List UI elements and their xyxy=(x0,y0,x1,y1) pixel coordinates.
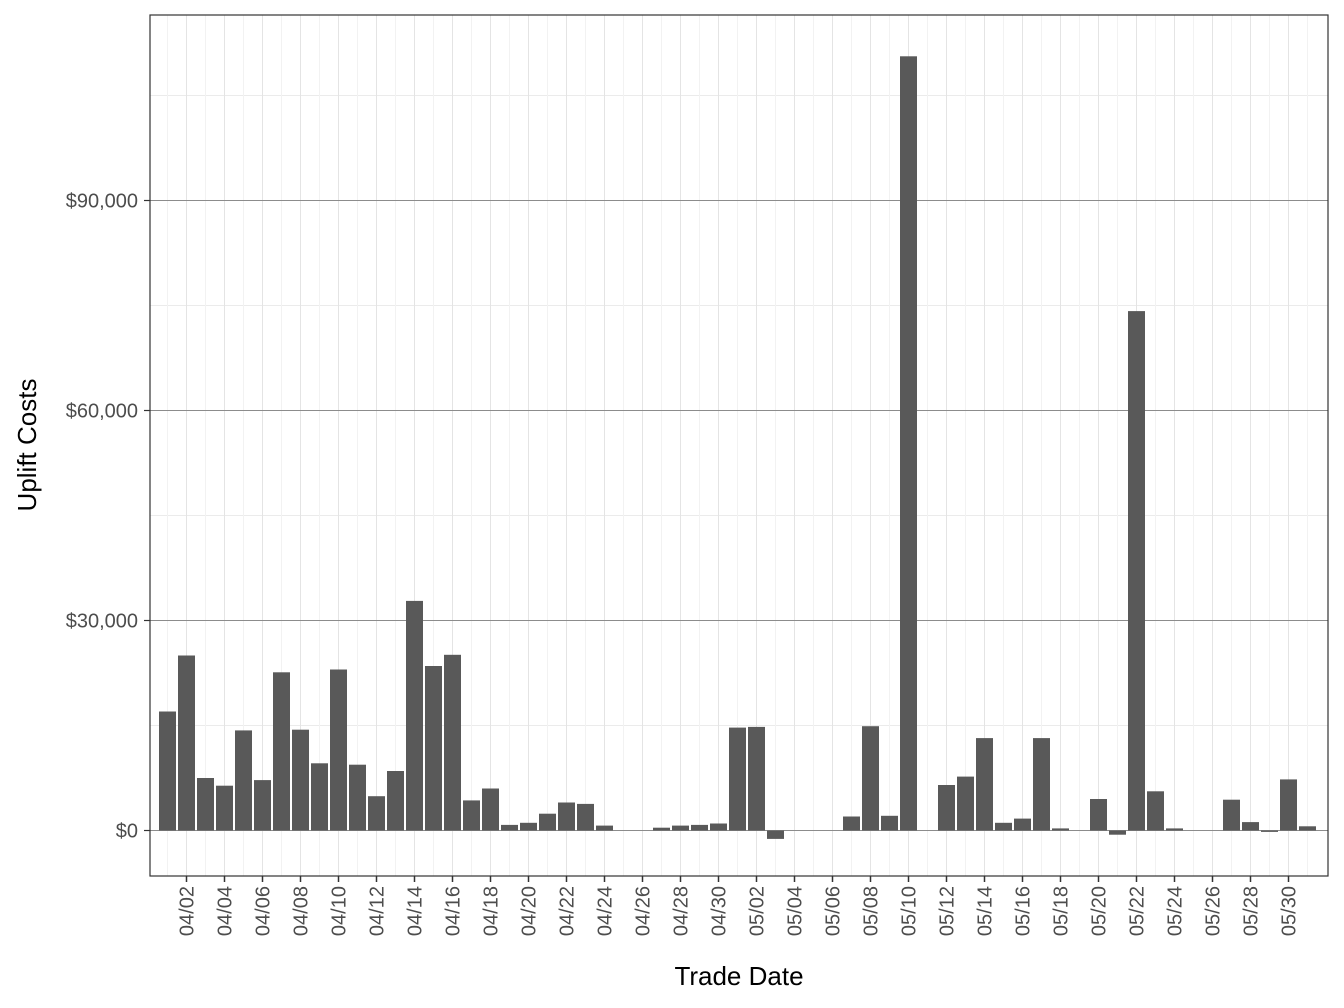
bar xyxy=(501,824,518,831)
bar xyxy=(235,730,252,831)
bar xyxy=(444,654,461,831)
bar xyxy=(767,830,784,839)
bar xyxy=(748,726,765,831)
y-tick-label: $30,000 xyxy=(66,611,138,633)
x-tick-label: 05/24 xyxy=(1165,886,1187,936)
x-tick-label: 05/28 xyxy=(1241,886,1263,936)
x-tick-label: 04/10 xyxy=(329,886,351,936)
bar xyxy=(330,669,347,831)
bar xyxy=(1147,791,1164,831)
bar xyxy=(1223,799,1240,831)
bar xyxy=(482,788,499,831)
x-tick-label: 04/22 xyxy=(557,886,579,936)
x-tick-label: 04/26 xyxy=(633,886,655,936)
bar xyxy=(596,825,613,831)
y-tick-label: $90,000 xyxy=(66,191,138,213)
bar xyxy=(710,823,727,831)
x-axis: 04/02 04/04 04/06 04/08 04/10 04/12 04/14 04/16… xyxy=(177,876,1301,936)
x-tick-label: 05/30 xyxy=(1279,886,1301,936)
bar xyxy=(729,727,746,831)
bar xyxy=(349,764,366,831)
x-tick-label: 05/16 xyxy=(1013,886,1035,936)
bar xyxy=(957,776,974,831)
x-tick-label: 05/26 xyxy=(1203,886,1225,936)
x-tick-label: 05/18 xyxy=(1051,886,1073,936)
bar xyxy=(387,771,404,831)
bar xyxy=(1242,822,1259,831)
bar xyxy=(178,655,195,831)
x-tick-label: 04/08 xyxy=(291,886,313,936)
bar xyxy=(1299,826,1316,831)
bar xyxy=(406,600,423,831)
y-axis-title: Uplift Costs xyxy=(12,379,42,512)
x-tick-label: 05/10 xyxy=(899,886,921,936)
bar xyxy=(938,785,955,831)
bar xyxy=(197,778,214,831)
bar xyxy=(1033,738,1050,831)
x-axis-title: Trade Date xyxy=(674,961,803,991)
bar xyxy=(995,822,1012,831)
bar xyxy=(976,738,993,831)
bar xyxy=(1166,828,1183,831)
bar xyxy=(520,822,537,831)
x-tick-label: 04/02 xyxy=(177,886,199,936)
x-tick-label: 05/02 xyxy=(747,886,769,936)
x-tick-label: 04/16 xyxy=(443,886,465,936)
bar xyxy=(216,785,233,831)
y-tick-label: $0 xyxy=(116,821,138,843)
bar xyxy=(1280,779,1297,831)
bars xyxy=(159,56,1316,839)
bar xyxy=(273,672,290,831)
bar xyxy=(881,815,898,831)
bar xyxy=(159,711,176,831)
bar xyxy=(900,56,917,831)
x-tick-label: 04/06 xyxy=(253,886,275,936)
bar xyxy=(1052,828,1069,831)
bar xyxy=(254,780,271,831)
bar xyxy=(425,666,442,831)
y-tick-label: $60,000 xyxy=(66,401,138,423)
bar xyxy=(862,726,879,831)
x-tick-label: 05/08 xyxy=(861,886,883,936)
bar xyxy=(1014,818,1031,831)
x-tick-label: 04/20 xyxy=(519,886,541,936)
x-tick-label: 04/18 xyxy=(481,886,503,936)
bar xyxy=(1090,799,1107,831)
x-tick-label: 04/14 xyxy=(405,886,427,936)
bar xyxy=(463,800,480,831)
bar xyxy=(311,763,328,831)
x-tick-label: 05/14 xyxy=(975,886,997,936)
bar xyxy=(368,796,385,831)
bar xyxy=(577,803,594,831)
bar xyxy=(843,816,860,831)
bar xyxy=(1261,830,1278,832)
bar xyxy=(1109,830,1126,835)
y-axis: $0 $30,000 $60,000 $90,000 xyxy=(66,191,150,843)
bar xyxy=(691,824,708,831)
bar xyxy=(539,813,556,831)
x-tick-label: 04/28 xyxy=(671,886,693,936)
bar xyxy=(292,729,309,831)
bar xyxy=(558,802,575,831)
bar xyxy=(653,827,670,831)
x-tick-label: 04/04 xyxy=(215,886,237,936)
x-tick-label: 04/24 xyxy=(595,886,617,936)
x-tick-label: 05/20 xyxy=(1089,886,1111,936)
x-tick-label: 05/04 xyxy=(785,886,807,936)
x-tick-label: 04/30 xyxy=(709,886,731,936)
x-tick-label: 05/12 xyxy=(937,886,959,936)
plot-panel-border xyxy=(149,14,1329,877)
bar xyxy=(1128,311,1145,831)
x-tick-label: 04/12 xyxy=(367,886,389,936)
x-tick-label: 05/22 xyxy=(1127,886,1149,936)
x-tick-label: 05/06 xyxy=(823,886,845,936)
bar xyxy=(672,825,689,831)
